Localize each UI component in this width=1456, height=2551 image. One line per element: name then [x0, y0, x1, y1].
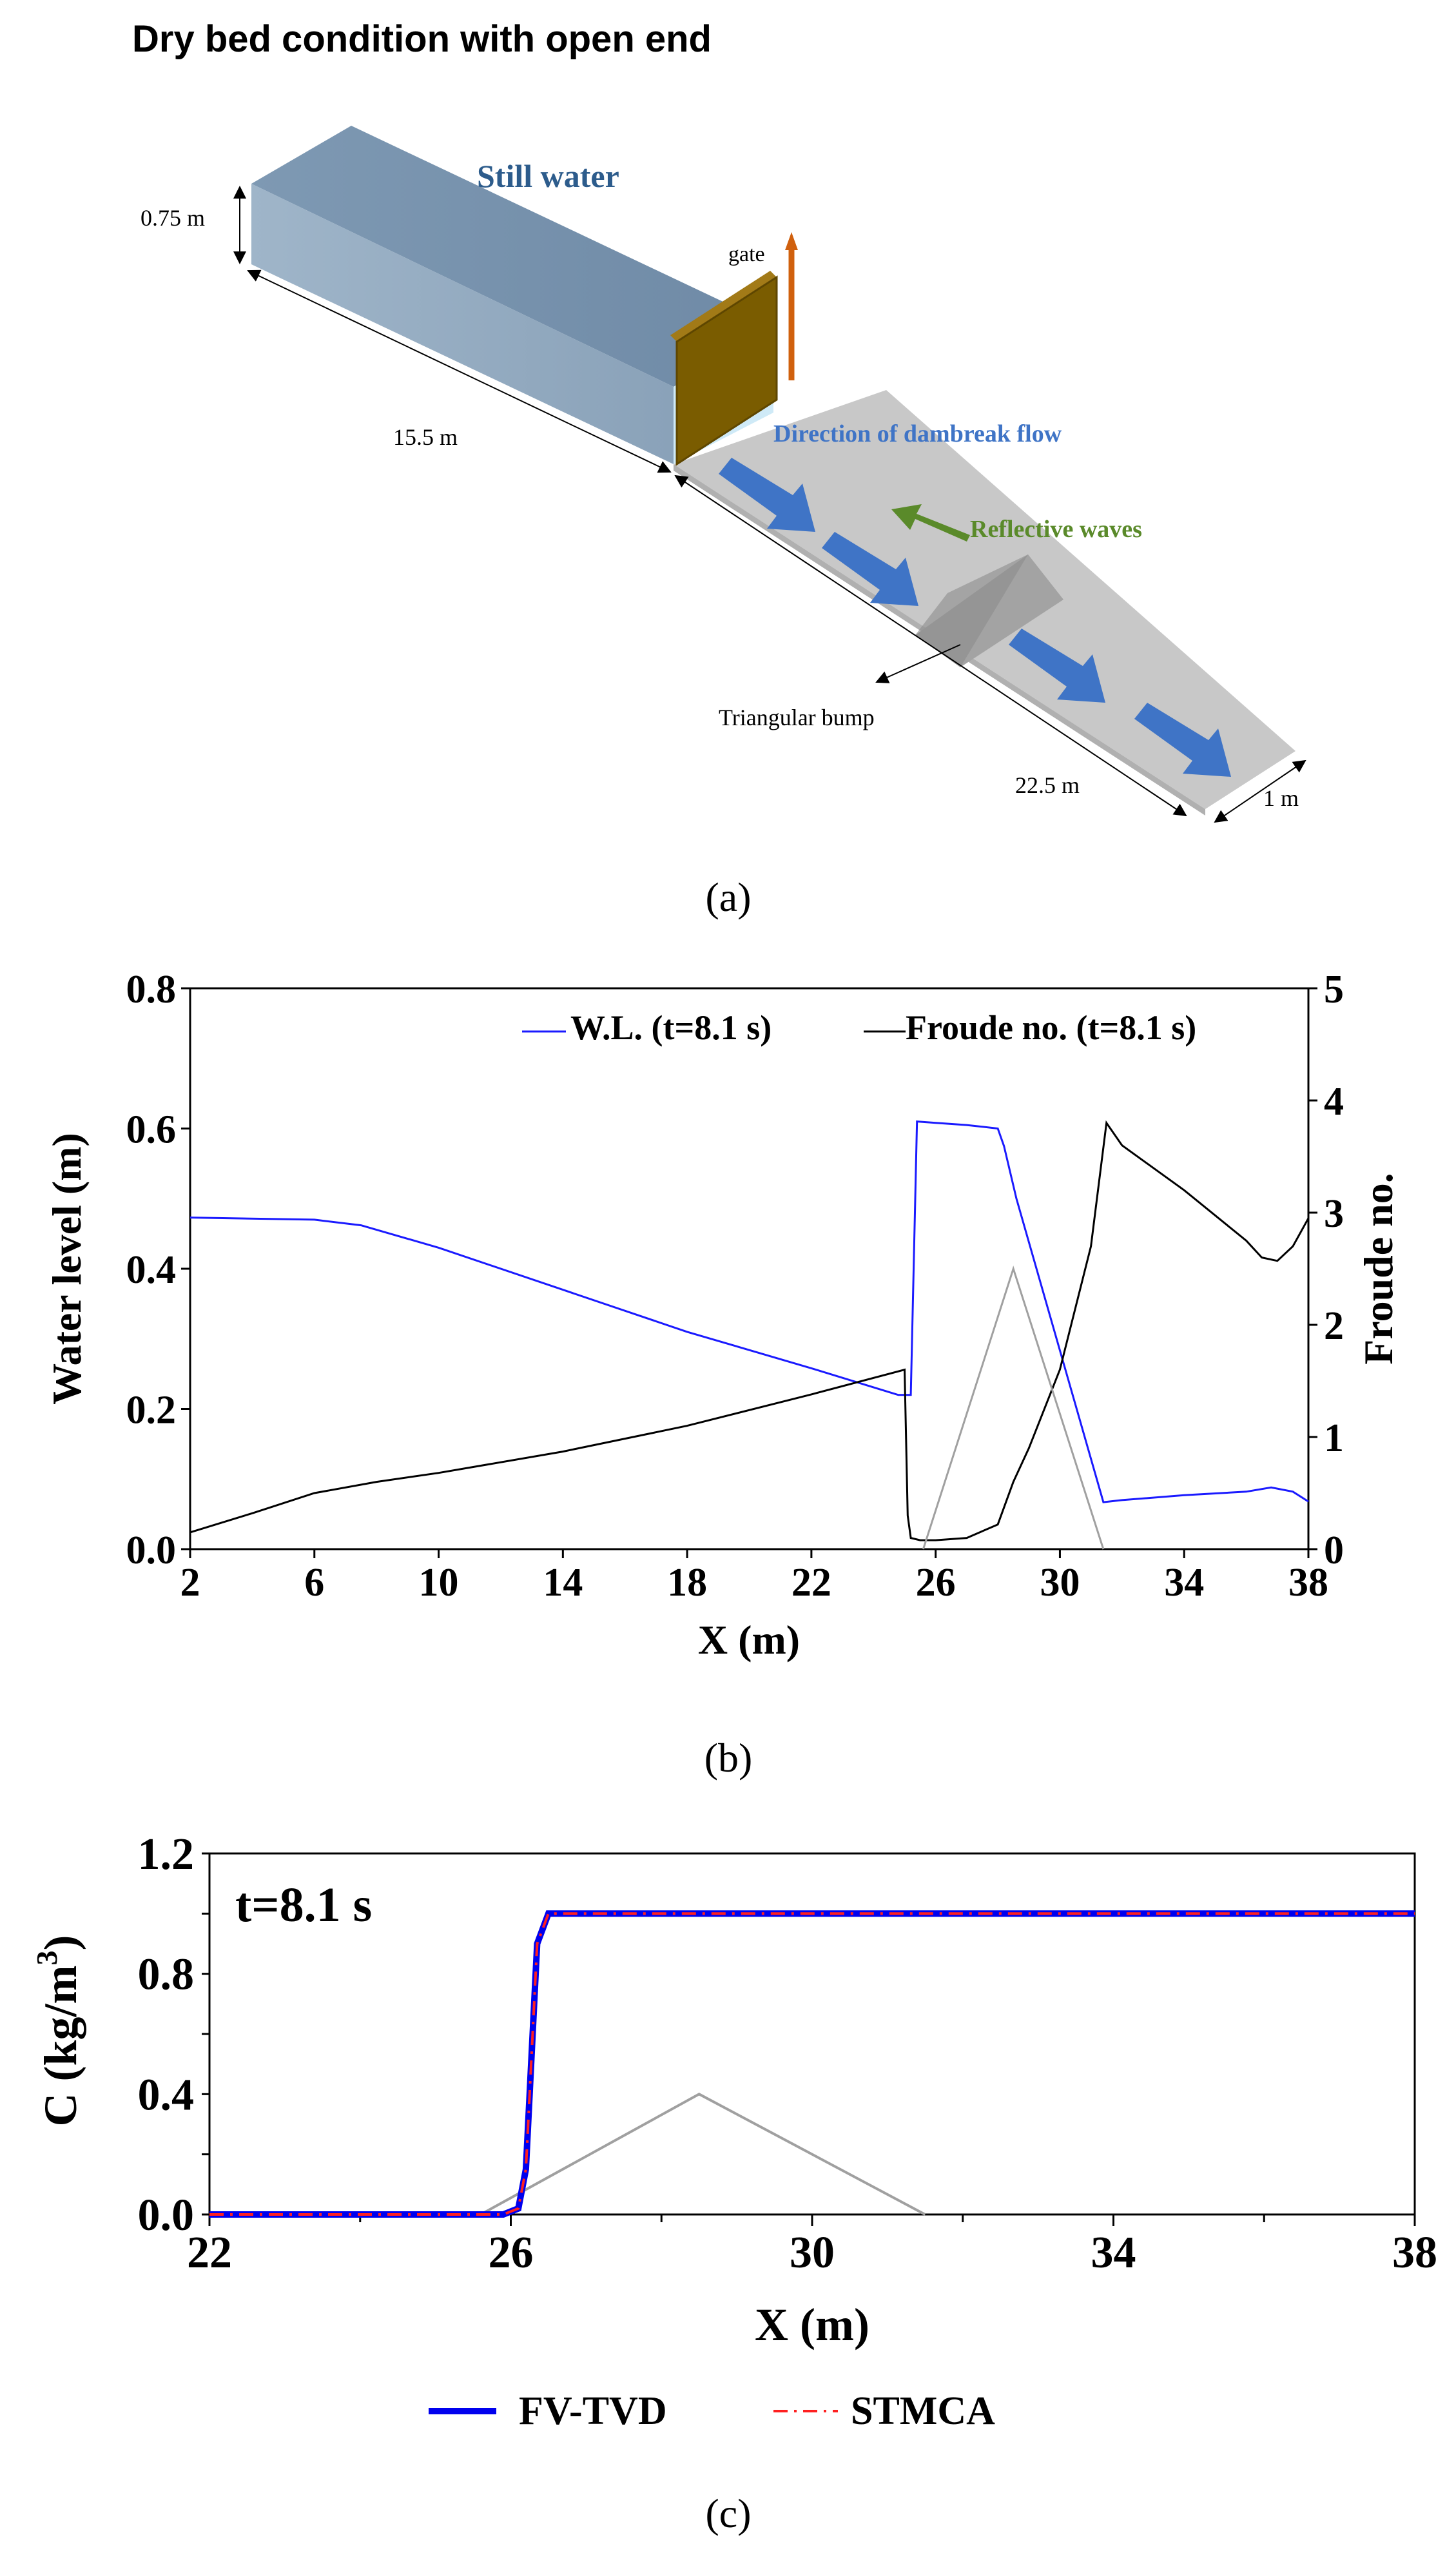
legend-wl-label: W.L. (t=8.1 s) [570, 1008, 772, 1047]
panel-a-title: Dry bed condition with open end [132, 18, 712, 60]
panel-b-xtick-label: 30 [1040, 1561, 1080, 1605]
panel-b-ylabel: Water level (m) [44, 1133, 90, 1405]
panel-b-lines [189, 1120, 1310, 1550]
panel-c-plot-frame [208, 1852, 1416, 2216]
panel-c-ylabel: C (kg/m3) [30, 1935, 86, 2127]
downstream-length-label: 22.5 m [1015, 772, 1080, 798]
panel-c-lines [209, 1910, 1415, 2218]
flow-direction-label: Direction of dambreak flow [773, 420, 1062, 447]
legend-froude-label: Froude no. (t=8.1 s) [906, 1008, 1196, 1047]
panel-b-xlabel: X (m) [698, 1617, 800, 1663]
legend-stmca-label: STMCA [851, 2389, 995, 2433]
panel-c-fvtvd-line [209, 1910, 1415, 2218]
panel-b-xtick-label: 22 [791, 1561, 831, 1605]
downstream-length-dimension [674, 474, 1187, 817]
panel-b-ytick-label: 0.2 [126, 1389, 177, 1432]
panel-b-y2tick-label: 2 [1324, 1304, 1344, 1348]
panel-b-ytick-label: 0.8 [126, 968, 177, 1012]
panel-b-y2tick-label: 0 [1324, 1529, 1344, 1572]
panel-c-legend: FV-TVD STMCA [429, 2389, 995, 2433]
panel-c-ylabel-group: C (kg/m3) [30, 1935, 86, 2127]
gate-top [670, 271, 777, 342]
panel-b-y2tick-label: 5 [1324, 968, 1344, 1012]
panel-c-xtick-label: 34 [1091, 2228, 1136, 2278]
panel-c-ticks: 22 26 30 34 38 0.0 0.4 0.8 1.2 [138, 1830, 1438, 2278]
width-dimension [1214, 759, 1306, 823]
panel-b-y2tick-label: 3 [1324, 1192, 1344, 1236]
panel-a: Dry bed condition with open end gate Tri… [132, 18, 1306, 920]
upstream-length-label: 15.5 m [393, 424, 458, 450]
still-water-label: Still water [477, 158, 619, 194]
panel-c-ytick-label: 0.0 [138, 2191, 195, 2240]
panel-b-y2tick-label: 4 [1324, 1080, 1344, 1124]
bump-label: Triangular bump [719, 705, 875, 730]
panel-b-xtick-label: 6 [304, 1561, 324, 1605]
panel-b-legend: W.L. (t=8.1 s) Froude no. (t=8.1 s) [522, 1008, 1196, 1047]
panel-c-time-annotation: t=8.1 s [235, 1878, 372, 1932]
gate-arrow-head [785, 232, 798, 250]
panel-b-water-level-line [189, 1120, 1309, 1503]
panel-b-ytick-label: 0.4 [126, 1248, 177, 1292]
panel-b-xtick-label: 18 [667, 1561, 707, 1605]
panel-c-xlabel: X (m) [755, 2299, 869, 2351]
reflective-label: Reflective waves [970, 516, 1142, 543]
panel-c-ytick-label: 1.2 [138, 1830, 195, 1879]
panel-c-ytick-label: 0.4 [138, 2070, 195, 2120]
panel-c-stmca-line [209, 1912, 1415, 2216]
panel-b-chart: 2 6 10 14 18 22 26 30 34 380.00.20.40.60.8012345 … [44, 968, 1401, 1781]
panel-b-y2tick-label: 1 [1324, 1416, 1344, 1460]
gate-label: gate [728, 242, 765, 266]
panel-c-bump-outline [480, 2093, 926, 2216]
panel-b-bump-outline [922, 1266, 1105, 1550]
panel-b-ytick-label: 0.6 [126, 1108, 177, 1152]
width-label: 1 m [1263, 785, 1299, 811]
panel-b-xtick-label: 26 [916, 1561, 956, 1605]
panel-c-xtick-label: 26 [489, 2228, 534, 2278]
panel-c-ytick-label: 0.8 [138, 1950, 195, 2000]
panel-b-froude-line [189, 1120, 1310, 1541]
panel-c-chart: 22 26 30 34 38 0.0 0.4 0.8 1.2 t=8.1 s X (m) C (… [30, 1830, 1437, 2536]
panel-b-plot-frame [189, 987, 1310, 1550]
panel-b-xtick-label: 10 [419, 1561, 459, 1605]
panel-c-xtick-label: 22 [187, 2228, 232, 2278]
panel-c-caption: (c) [705, 2490, 751, 2536]
panel-b-ytick-label: 0.0 [126, 1529, 177, 1572]
panel-b-y2label: Froude no. [1355, 1173, 1401, 1365]
panel-c-xtick-label: 30 [790, 2228, 835, 2278]
panel-c-xtick-label: 38 [1392, 2228, 1437, 2278]
upstream-length-dimension [247, 269, 672, 473]
gate [675, 275, 778, 466]
panel-b-caption: (b) [704, 1735, 753, 1781]
panel-b-xtick-label: 2 [180, 1561, 200, 1605]
panel-a-caption: (a) [705, 874, 751, 920]
panel-b-xtick-label: 38 [1288, 1561, 1328, 1605]
panel-b-xtick-label: 34 [1164, 1561, 1204, 1605]
bump-pointer [875, 644, 961, 683]
panel-b-xtick-label: 14 [543, 1561, 583, 1605]
height-label: 0.75 m [141, 205, 205, 231]
legend-fvtvd-label: FV-TVD [519, 2389, 667, 2433]
